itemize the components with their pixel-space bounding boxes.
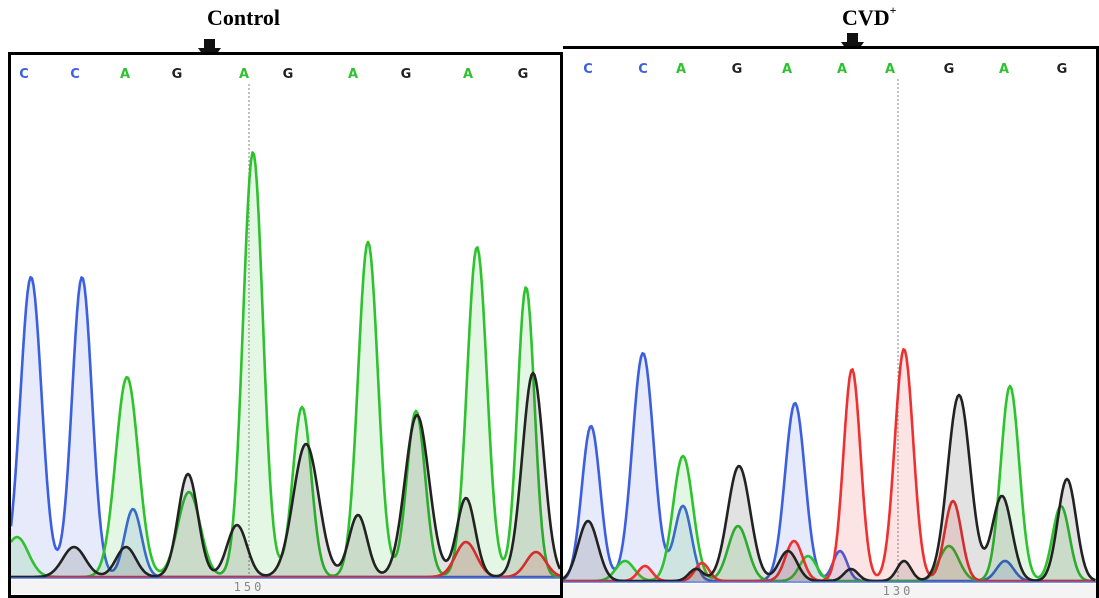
base-call-letter: G [944,62,955,77]
base-call-letter: G [401,67,412,82]
position-label: 130 [883,584,914,598]
trace-fill [11,373,560,577]
cvd-title: CVD+ [842,3,897,31]
base-call-letter: A [120,67,130,82]
trace-T-line [563,348,1096,583]
base-call-letter: A [999,62,1009,77]
trace-fill [11,277,560,577]
base-call-letter: C [70,67,80,82]
base-call-letter: G [172,67,183,82]
cvd-title-text: CVD [842,5,890,30]
control-title-text: Control [207,5,280,30]
trace-G-line [11,371,560,579]
trace-G-line [563,393,1096,583]
base-call-letter: C [19,67,29,82]
control-chromatogram: C C A G A G A G A G 150 [8,52,563,598]
base-call-letter: G [283,67,294,82]
trace-fill [563,395,1096,581]
base-call-letter: C [583,62,593,77]
cvd-chromatogram: C C A G A A A G A G 130 [563,46,1099,598]
base-call-letter: G [518,67,529,82]
base-call-letter: A [348,67,358,82]
base-call-letter: A [463,67,473,82]
base-call-letter: A [676,62,686,77]
trace-T-line [11,540,560,579]
cvd-trace-plot: C C A G A A A G A G 130 [563,62,1096,598]
position-ruler [11,580,560,594]
position-ruler [563,584,1096,598]
base-call-letter: G [732,62,743,77]
trace-fill [11,152,560,577]
cvd-title-superscript: + [889,3,897,17]
base-call-letter: C [638,62,648,77]
base-call-letter: A [837,62,847,77]
base-call-letter: A [782,62,792,77]
base-call-letter: G [1057,62,1068,77]
control-title: Control [207,5,280,31]
base-call-letter: A [885,62,895,77]
trace-C-line [563,352,1096,583]
position-label: 150 [234,580,265,594]
control-trace-plot: C C A G A G A G A G 150 [11,67,560,594]
base-call-letter: A [239,67,249,82]
